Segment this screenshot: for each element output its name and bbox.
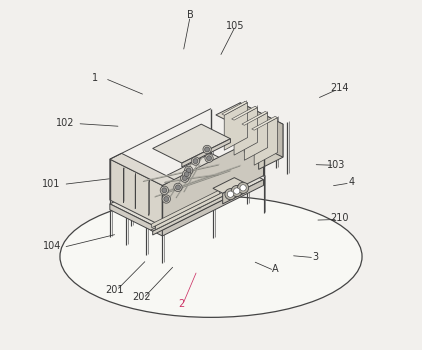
Polygon shape [133, 165, 240, 218]
Polygon shape [234, 107, 257, 155]
Polygon shape [153, 191, 233, 235]
Circle shape [164, 197, 169, 202]
Text: 210: 210 [330, 214, 349, 223]
Circle shape [184, 166, 193, 175]
Polygon shape [110, 108, 211, 159]
Text: 102: 102 [56, 118, 74, 128]
Polygon shape [110, 204, 162, 236]
Ellipse shape [60, 196, 362, 317]
Text: A: A [272, 265, 279, 274]
Circle shape [191, 157, 200, 165]
Polygon shape [110, 159, 162, 226]
Polygon shape [242, 111, 268, 125]
Circle shape [182, 176, 187, 181]
Polygon shape [110, 153, 174, 186]
Circle shape [186, 168, 191, 173]
Circle shape [227, 191, 233, 197]
Polygon shape [213, 178, 244, 193]
Circle shape [174, 183, 182, 191]
Polygon shape [224, 103, 248, 150]
Polygon shape [151, 190, 233, 231]
Circle shape [184, 172, 189, 177]
Circle shape [231, 186, 242, 197]
Polygon shape [259, 124, 283, 169]
Polygon shape [254, 118, 278, 165]
Polygon shape [156, 192, 224, 230]
Polygon shape [252, 116, 278, 130]
Circle shape [234, 188, 240, 194]
Circle shape [207, 156, 211, 161]
Text: 105: 105 [226, 21, 245, 31]
Text: 202: 202 [132, 292, 151, 302]
Text: 3: 3 [312, 252, 318, 261]
Circle shape [240, 185, 246, 191]
Polygon shape [240, 103, 283, 157]
Circle shape [183, 170, 191, 178]
Circle shape [203, 145, 211, 154]
Polygon shape [222, 102, 248, 115]
Circle shape [176, 185, 180, 190]
Circle shape [225, 189, 236, 200]
Text: 4: 4 [349, 177, 354, 187]
Circle shape [238, 182, 249, 194]
Text: 1: 1 [92, 73, 98, 83]
Polygon shape [244, 113, 268, 160]
Polygon shape [153, 124, 230, 163]
Circle shape [205, 154, 213, 162]
Text: B: B [187, 10, 194, 20]
Polygon shape [216, 103, 283, 136]
Text: 101: 101 [42, 179, 60, 189]
Polygon shape [182, 139, 230, 167]
Text: 2: 2 [179, 299, 184, 309]
Circle shape [181, 174, 189, 182]
Circle shape [160, 186, 168, 195]
Text: 201: 201 [105, 285, 124, 295]
Circle shape [162, 188, 167, 193]
Circle shape [162, 195, 170, 203]
Text: 104: 104 [43, 241, 61, 251]
Polygon shape [223, 182, 244, 204]
Circle shape [193, 159, 198, 163]
Polygon shape [232, 106, 257, 120]
Polygon shape [110, 153, 263, 230]
Text: 214: 214 [330, 83, 349, 93]
Text: 103: 103 [327, 160, 345, 170]
Polygon shape [162, 180, 263, 236]
Circle shape [205, 147, 210, 152]
Polygon shape [162, 135, 263, 226]
Polygon shape [151, 190, 220, 228]
